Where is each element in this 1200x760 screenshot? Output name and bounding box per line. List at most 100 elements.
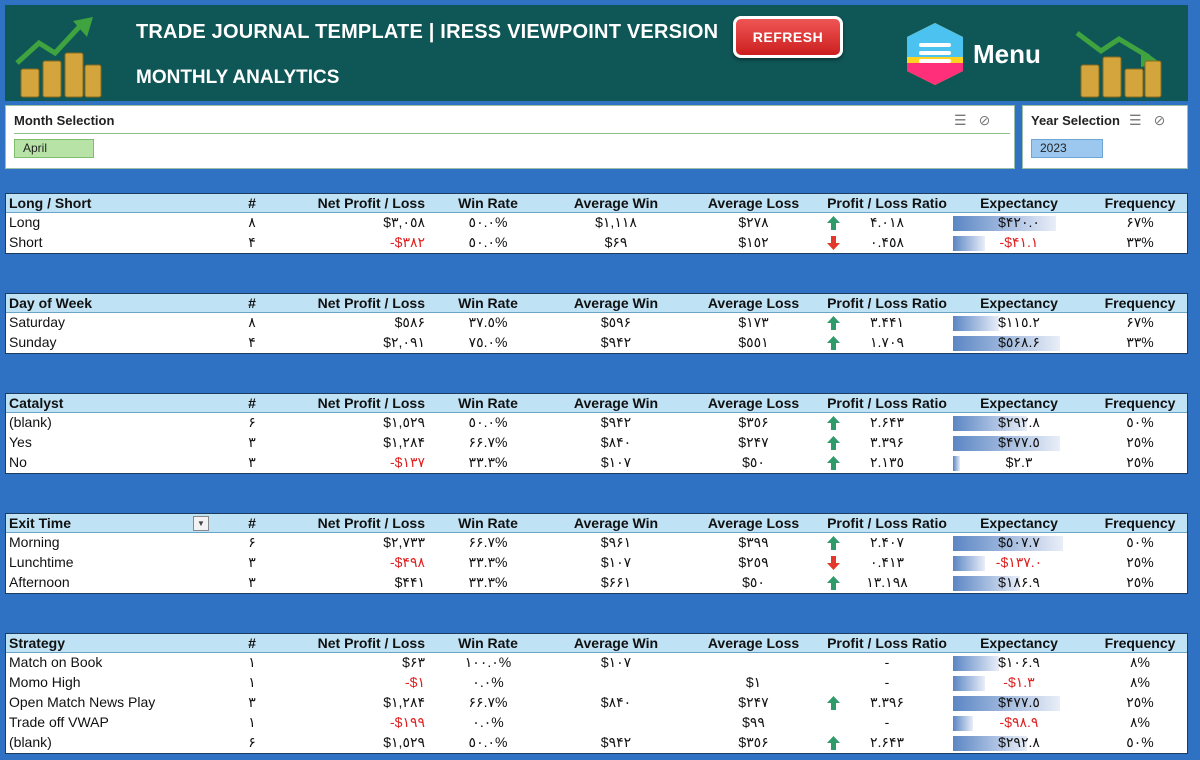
column-header: Frequency <box>1104 395 1176 411</box>
cell-freq: ٥٠% <box>1126 734 1154 750</box>
expectancy-databar <box>953 656 999 671</box>
cell-net: $١,٢٨۴ <box>383 434 425 450</box>
table-row: Saturday ٨ $٥٨۶ ٣٧.٥% $٥٩۶ $١٧٣ ٣.۴۴١ $١١٥.٢ ۶٧% <box>6 313 1187 333</box>
cell-exp: $٥٠٧.٧ <box>998 534 1040 550</box>
expectancy-databar <box>953 556 985 571</box>
cell-freq: ٨% <box>1130 654 1150 670</box>
cell-avgl: $٢٥٩ <box>738 554 769 570</box>
column-header: Net Profit / Loss <box>317 195 425 211</box>
expectancy-databar <box>953 456 960 471</box>
cell-pl: ۴.٠١٨ <box>870 214 904 230</box>
cell-avgl: $٢۴٧ <box>738 434 769 450</box>
row-label: Open Match News Play <box>9 694 156 710</box>
year-slicer: Year Selection ☰ ⊘ 2023 <box>1022 105 1188 169</box>
cell-win: ٥٠.٠% <box>468 734 508 750</box>
table-row: Afternoon ٣ $۴۴١ ٣٣.٣% $۶۶١ $٥٠ ١٣.١٩٨ $١٨۶.٩ ٢٥… <box>6 573 1187 593</box>
cell-pl: ١.٧٠٩ <box>870 334 904 350</box>
cell-freq: ٣٣% <box>1126 234 1154 250</box>
row-label-header[interactable]: Day of Week <box>9 295 92 311</box>
cell-freq: ٢٥% <box>1126 434 1154 450</box>
row-label-header[interactable]: Catalyst <box>9 395 64 411</box>
row-label-header[interactable]: Exit Time <box>9 515 71 531</box>
cell-freq: ۶٧% <box>1126 214 1154 230</box>
table-row: Open Match News Play ٣ $١,٢٨۴ ۶۶.٧% $٨۴٠ $٢۴٧… <box>6 693 1187 713</box>
year-slicer-title: Year Selection <box>1031 113 1120 128</box>
cell-freq: ٢٥% <box>1126 554 1154 570</box>
month-slicer: Month Selection ☰ ⊘ April <box>5 105 1015 169</box>
multi-select-icon[interactable]: ☰ <box>954 112 967 128</box>
cell-avgl: $٥٠ <box>742 454 765 470</box>
column-header: # <box>248 295 256 311</box>
cell-pl: ٢.۶۴٣ <box>870 734 904 750</box>
column-header: Frequency <box>1104 195 1176 211</box>
cell-avgw: $۶۶١ <box>600 574 632 590</box>
column-header: Expectancy <box>980 635 1058 651</box>
row-label-header[interactable]: Long / Short <box>9 195 92 211</box>
row-label: Yes <box>9 434 32 450</box>
cell-avgl: $٢٧٨ <box>738 214 769 230</box>
cell-exp: $۴٧٧.٥ <box>998 434 1040 450</box>
cell-freq: ٢٥% <box>1126 694 1154 710</box>
column-header: # <box>248 515 256 531</box>
column-header: Expectancy <box>980 515 1058 531</box>
table-row: Momo High ١ -$١ ٠.٠% $١ - -$١.٣ ٨% <box>6 673 1187 693</box>
cell-exp: -$١.٣ <box>1003 674 1035 690</box>
row-label: Short <box>9 234 43 250</box>
clear-filter-icon[interactable]: ⊘ <box>1153 112 1166 128</box>
column-header: # <box>248 395 256 411</box>
row-label-header[interactable]: Strategy <box>9 635 66 651</box>
cell-freq: ٥٠% <box>1126 534 1154 550</box>
page-subtitle: MONTHLY ANALYTICS <box>136 67 340 88</box>
cell-exp: $١١٥.٢ <box>998 314 1040 330</box>
year-chip-selected[interactable]: 2023 <box>1031 139 1103 158</box>
month-chip-selected[interactable]: April <box>14 139 94 158</box>
column-header: Frequency <box>1104 515 1176 531</box>
cell-net: $١,٥٢٩ <box>383 734 425 750</box>
table-row: Yes ٣ $١,٢٨۴ ۶۶.٧% $٨۴٠ $٢۴٧ ٣.٣٩۶ $۴٧٧.٥ ٢٥% <box>6 433 1187 453</box>
table-row: Trade off VWAP ١ -$١٩٩ ٠.٠% $٩٩ - -$٩٨.٩ ٨% <box>6 713 1187 733</box>
expectancy-databar <box>953 316 999 331</box>
cell-avgw <box>566 713 666 733</box>
arrow-up-icon <box>824 213 842 233</box>
filter-dropdown-icon[interactable]: ▼ <box>193 516 209 531</box>
column-header: Win Rate <box>458 395 518 411</box>
cell-count: ٣ <box>248 694 256 710</box>
cell-pl: ٢.۴٠٧ <box>870 534 904 550</box>
cell-avgw: $٩۶١ <box>600 534 632 550</box>
cell-avgw: $۶٩ <box>604 234 628 250</box>
cell-exp: $٢.٣ <box>1005 454 1033 470</box>
cell-avgl: $١٥٢ <box>738 234 769 250</box>
cell-net: -$١٩٩ <box>389 714 425 730</box>
cell-pl: ٠.۴١٣ <box>870 554 904 570</box>
expectancy-databar <box>953 716 973 731</box>
table-row: Long ٨ $٣,٠٥٨ ٥٠.٠% $١,١١٨ $٢٧٨ ۴.٠١٨ $۴٢٠.٠ ۶٧% <box>6 213 1187 233</box>
column-header: Net Profit / Loss <box>317 295 425 311</box>
cell-win: ١٠٠.٠% <box>464 654 512 670</box>
expectancy-databar <box>953 436 1060 451</box>
cell-win: ٣٣.٣% <box>468 554 508 570</box>
cell-exp: $۴٢٠.٠ <box>998 214 1040 230</box>
cell-avgl: $٣٥۶ <box>738 734 769 750</box>
cell-pl: ٣.٣٩۶ <box>870 434 904 450</box>
row-label: (blank) <box>9 414 52 430</box>
expectancy-databar <box>953 216 1056 231</box>
expectancy-databar <box>953 676 985 691</box>
cell-avgl <box>696 653 811 673</box>
cell-avgw: $١٠٧ <box>600 454 632 470</box>
cell-avgw: $١,١١٨ <box>595 214 637 230</box>
cell-pl: ٣.٣٩۶ <box>870 694 904 710</box>
cell-win: ٠.٠% <box>472 714 504 730</box>
cell-pl: ١٣.١٩٨ <box>866 574 908 590</box>
menu-button[interactable]: Menu <box>903 21 1041 87</box>
clear-filter-icon[interactable]: ⊘ <box>978 112 991 128</box>
table-row: (blank) ۶ $١,٥٢٩ ٥٠.٠% $٩۴٢ $٣٥۶ ٢.۶۴٣ $٢٩٢.٨ ٥٠… <box>6 413 1187 433</box>
cell-avgl: $١ <box>745 674 762 690</box>
column-header: # <box>248 635 256 651</box>
multi-select-icon[interactable]: ☰ <box>1129 112 1142 128</box>
header-banner: TRADE JOURNAL TEMPLATE | IRESS VIEWPOINT… <box>5 5 1188 101</box>
cell-freq: ٢٥% <box>1126 454 1154 470</box>
row-label: Long <box>9 214 41 230</box>
refresh-button[interactable]: REFRESH <box>733 16 843 58</box>
cell-net: $۴۴١ <box>394 574 425 590</box>
cell-win: ٥٠.٠% <box>468 234 508 250</box>
